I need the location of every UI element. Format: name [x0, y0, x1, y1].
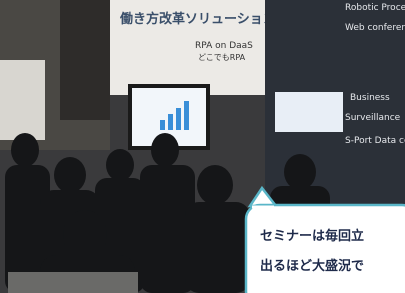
foreground-shoulder	[8, 272, 138, 293]
panel-label: S-Port Data cent	[345, 136, 405, 146]
right-screen	[275, 92, 343, 132]
page: 働き方改革ソリューション RPA on DaaS どこでもRPA Robotic…	[0, 0, 405, 293]
callout-line: 出るほど大盛況で	[260, 258, 364, 274]
booth-headline: 働き方改革ソリューション	[119, 11, 276, 27]
photo: 働き方改革ソリューション RPA on DaaS どこでもRPA Robotic…	[0, 0, 405, 293]
callout-box	[246, 205, 405, 293]
pillar	[60, 0, 110, 120]
panel-label: Surveillance	[345, 113, 401, 123]
booth-product: RPA on DaaS	[195, 41, 253, 51]
left-booth	[0, 60, 45, 140]
panel-label: Robotic Process	[345, 3, 405, 13]
callout-line: セミナーは毎回立	[260, 228, 364, 244]
panel-label: Web conferenc	[345, 23, 405, 33]
panel-label: Business	[350, 93, 390, 103]
booth-tagline: どこでもRPA	[198, 53, 246, 62]
